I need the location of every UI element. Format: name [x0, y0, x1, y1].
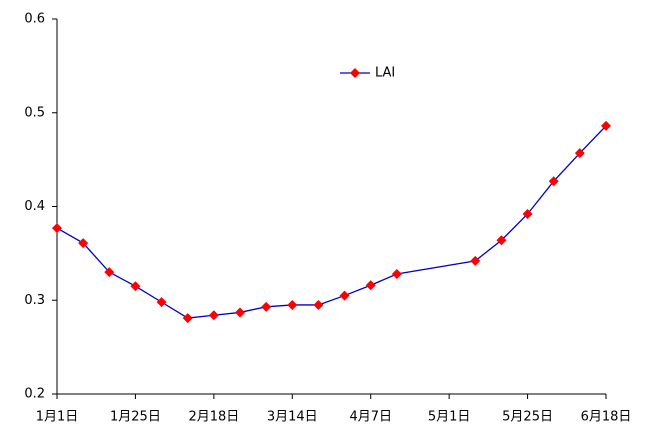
point-marker	[470, 255, 481, 266]
point-marker	[365, 280, 376, 291]
x-tick-label: 1月25日	[110, 410, 161, 425]
y-tick-label: 0.3	[24, 293, 45, 308]
point-marker	[52, 223, 62, 234]
point-marker	[522, 209, 533, 219]
y-tick-label: 0.5	[24, 105, 45, 120]
x-tick-label: 4月7日	[349, 410, 392, 425]
point-marker	[339, 290, 350, 301]
point-marker	[548, 176, 559, 187]
y-tick-label: 0.2	[24, 387, 45, 402]
x-tick-label: 5月25日	[502, 410, 553, 425]
x-tick-label: 5月1日	[428, 410, 471, 425]
legend-marker	[350, 68, 360, 78]
point-marker	[78, 238, 89, 249]
x-tick-label: 3月14日	[267, 410, 318, 425]
point-marker	[182, 313, 193, 324]
series-line	[56, 125, 607, 319]
point-marker	[574, 148, 585, 159]
point-marker	[496, 235, 507, 246]
point-marker	[208, 310, 219, 321]
point-marker	[156, 297, 167, 308]
x-tick-label: 1月1日	[36, 410, 79, 425]
point-marker	[104, 267, 115, 278]
y-tick-label: 0.6	[24, 12, 45, 27]
point-marker	[130, 281, 141, 292]
legend-label: LAI	[375, 66, 395, 81]
y-tick-label: 0.4	[24, 199, 45, 214]
point-marker	[601, 120, 611, 131]
x-tick-label: 2月18日	[188, 410, 239, 425]
point-marker	[313, 299, 324, 310]
point-marker	[235, 307, 245, 318]
point-marker	[391, 269, 402, 279]
point-marker	[287, 299, 298, 310]
point-marker	[261, 301, 272, 312]
x-tick-label: 6月18日	[581, 410, 632, 425]
